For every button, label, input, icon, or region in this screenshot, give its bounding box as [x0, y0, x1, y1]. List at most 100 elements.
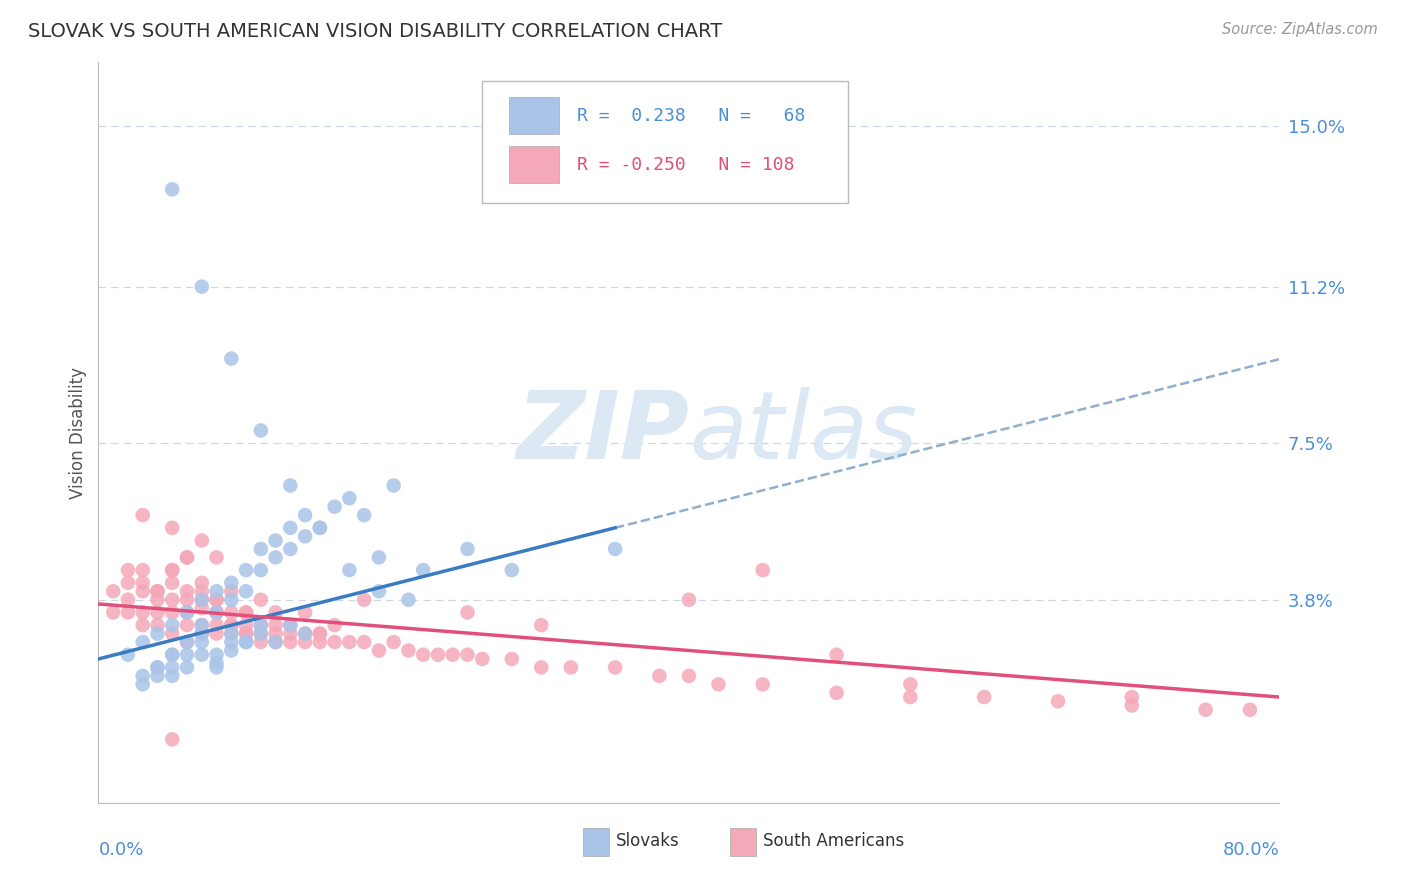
Point	[221, 618, 243, 632]
Point	[250, 424, 273, 438]
Point	[132, 563, 155, 577]
Text: SLOVAK VS SOUTH AMERICAN VISION DISABILITY CORRELATION CHART: SLOVAK VS SOUTH AMERICAN VISION DISABILI…	[28, 22, 723, 41]
Point	[205, 606, 228, 620]
Point	[205, 606, 228, 620]
Point	[1047, 694, 1070, 708]
Point	[162, 592, 183, 607]
Text: atlas: atlas	[689, 387, 917, 478]
Point	[382, 478, 405, 492]
Bar	[730, 828, 756, 856]
Point	[457, 606, 479, 620]
Point	[1121, 698, 1143, 713]
Point	[162, 648, 183, 662]
Point	[457, 541, 479, 556]
Text: ZIP: ZIP	[516, 386, 689, 479]
Point	[146, 606, 169, 620]
Point	[280, 478, 302, 492]
Point	[605, 541, 627, 556]
Point	[294, 635, 316, 649]
Point	[825, 686, 848, 700]
Point	[117, 592, 139, 607]
Point	[191, 618, 214, 632]
Y-axis label: Vision Disability: Vision Disability	[69, 367, 87, 499]
Point	[132, 635, 155, 649]
Point	[294, 626, 316, 640]
Point	[235, 626, 257, 640]
Bar	[509, 146, 560, 183]
Point	[264, 635, 287, 649]
Point	[457, 648, 479, 662]
Point	[205, 618, 228, 632]
Point	[309, 635, 332, 649]
Point	[162, 182, 183, 196]
Point	[103, 606, 125, 620]
Point	[162, 669, 183, 683]
Point	[162, 732, 183, 747]
Point	[205, 656, 228, 670]
Point	[191, 635, 214, 649]
Point	[368, 643, 391, 657]
Point	[648, 669, 671, 683]
Point	[176, 550, 198, 565]
Point	[221, 643, 243, 657]
Point	[280, 635, 302, 649]
Point	[294, 626, 316, 640]
Point	[191, 279, 214, 293]
Bar	[509, 97, 560, 135]
Point	[191, 592, 214, 607]
Point	[707, 677, 730, 691]
Point	[117, 575, 139, 590]
Point	[973, 690, 995, 704]
Point	[323, 618, 346, 632]
Point	[339, 563, 361, 577]
Point	[530, 618, 553, 632]
Point	[353, 508, 375, 522]
Point	[205, 660, 228, 674]
Point	[132, 575, 155, 590]
Point	[294, 508, 316, 522]
Point	[132, 508, 155, 522]
Point	[176, 606, 198, 620]
Point	[264, 626, 287, 640]
Point	[191, 584, 214, 599]
Point	[146, 660, 169, 674]
Point	[146, 584, 169, 599]
Point	[221, 626, 243, 640]
Point	[221, 626, 243, 640]
Point	[309, 626, 332, 640]
Point	[250, 541, 273, 556]
Text: R = -0.250   N = 108: R = -0.250 N = 108	[576, 155, 794, 174]
Point	[264, 533, 287, 548]
Point	[176, 550, 198, 565]
Point	[339, 635, 361, 649]
Point	[309, 521, 332, 535]
Point	[1121, 690, 1143, 704]
Point	[264, 606, 287, 620]
Point	[501, 652, 523, 666]
Text: South Americans: South Americans	[763, 832, 904, 850]
Point	[191, 626, 214, 640]
Point	[191, 575, 214, 590]
Point	[250, 626, 273, 640]
Point	[264, 550, 287, 565]
Point	[221, 592, 243, 607]
Point	[162, 660, 183, 674]
Point	[235, 626, 257, 640]
Point	[162, 648, 183, 662]
Point	[501, 563, 523, 577]
Point	[205, 592, 228, 607]
Point	[323, 635, 346, 649]
Text: R =  0.238   N =   68: R = 0.238 N = 68	[576, 107, 806, 125]
Point	[162, 618, 183, 632]
Point	[221, 618, 243, 632]
Point	[176, 584, 198, 599]
Bar	[582, 828, 609, 856]
Point	[250, 618, 273, 632]
Point	[221, 606, 243, 620]
Point	[280, 618, 302, 632]
Point	[900, 690, 922, 704]
Point	[752, 677, 775, 691]
Point	[294, 529, 316, 543]
Point	[235, 635, 257, 649]
Point	[205, 584, 228, 599]
